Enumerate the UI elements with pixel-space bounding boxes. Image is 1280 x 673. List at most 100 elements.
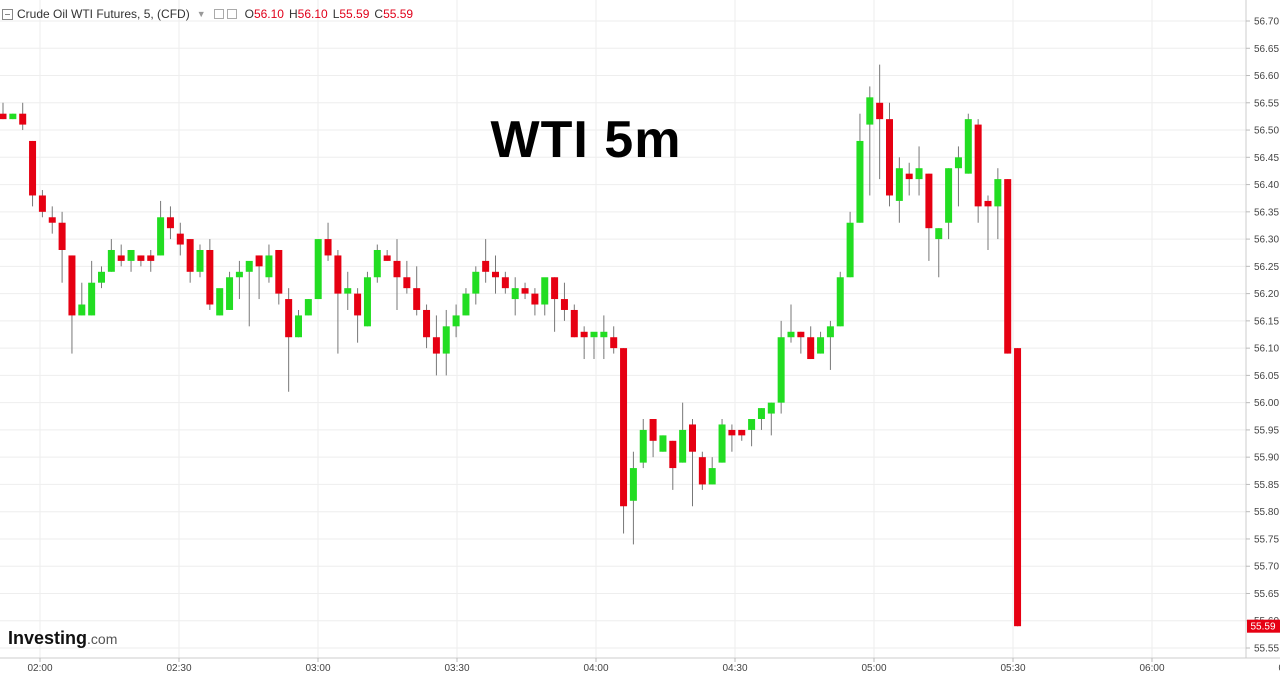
candle-body-up — [127, 249, 135, 261]
eye-icon[interactable] — [226, 9, 237, 19]
y-tick-label: 56.60 — [1254, 71, 1279, 82]
candle-body-up — [590, 331, 598, 338]
y-tick-label: 56.30 — [1254, 235, 1279, 246]
candle-body-up — [954, 157, 962, 169]
y-tick-label: 56.70 — [1254, 17, 1279, 28]
candle-body-down — [620, 348, 628, 507]
candle-body-up — [856, 140, 864, 223]
low-value: 55.59 — [339, 7, 370, 21]
candle-body-up — [708, 468, 716, 485]
candle-body-up — [777, 337, 785, 403]
candle-body-down — [186, 239, 194, 272]
x-tick-label: 02:00 — [27, 663, 52, 673]
candle-body-up — [157, 217, 165, 256]
candle-body-down — [738, 429, 746, 436]
candle-body-up — [757, 408, 765, 420]
candle-body-up — [304, 299, 312, 316]
candle-body-up — [629, 468, 637, 501]
x-tick-label: 04:30 — [722, 663, 747, 673]
candle-body-down — [610, 337, 618, 349]
y-tick-label: 56.15 — [1254, 316, 1279, 327]
candle-body-down — [354, 293, 362, 316]
candle-body-down — [876, 102, 884, 120]
candle-body-down — [570, 309, 578, 338]
candle-body-up — [994, 179, 1002, 207]
logo-suffix: .com — [87, 631, 118, 647]
candle-body-down — [925, 173, 933, 229]
candle-body-up — [836, 277, 844, 327]
candle-body-up — [462, 293, 470, 316]
candle-body-down — [669, 440, 677, 469]
candle-body-down — [974, 124, 982, 207]
candle-body-down — [413, 288, 421, 310]
candle-body-down — [423, 309, 431, 338]
y-tick-label: 56.55 — [1254, 98, 1279, 109]
candle-body-up — [659, 435, 667, 452]
candle-body-down — [29, 140, 37, 196]
candle-body-up — [235, 271, 243, 278]
candle-body-down — [482, 260, 490, 272]
candle-body-down — [58, 222, 66, 250]
candle-body-down — [521, 288, 529, 294]
candle-body-up — [295, 315, 302, 338]
y-tick-label: 55.70 — [1254, 562, 1279, 573]
y-tick-label: 56.35 — [1254, 207, 1279, 218]
candle-body-up — [98, 271, 105, 283]
last-price-badge: 55.59 — [1247, 619, 1280, 633]
chevron-down-icon[interactable]: ▼ — [196, 9, 206, 19]
candle-body-up — [472, 271, 480, 294]
candle-body-down — [403, 277, 411, 289]
x-tick-label: 02:30 — [166, 663, 191, 673]
collapse-legend-icon[interactable] — [2, 8, 13, 20]
symbol-name[interactable]: Crude Oil WTI Futures, 5, (CFD) — [17, 7, 190, 21]
y-tick-label: 56.00 — [1254, 398, 1279, 409]
candle-body-up — [107, 249, 115, 272]
x-tick-label: 05:30 — [1000, 663, 1025, 673]
candle-body-down — [492, 271, 499, 278]
candle-body-down — [886, 119, 893, 196]
candle-body-up — [541, 277, 549, 305]
candle-body-up — [265, 255, 273, 278]
candle-body-up — [826, 326, 834, 338]
y-tick-label: 56.45 — [1254, 153, 1279, 164]
symbol-legend[interactable]: Crude Oil WTI Futures, 5, (CFD) ▼ O 56.10… — [2, 6, 413, 22]
candle-body-up — [78, 304, 86, 316]
candle-body-down — [383, 255, 391, 261]
candle-body-down — [905, 173, 913, 180]
open-value: 56.10 — [253, 7, 284, 21]
candle-body-up — [600, 331, 608, 338]
close-label: C — [374, 7, 384, 21]
candle-body-up — [363, 277, 371, 327]
settings-icon[interactable] — [213, 9, 224, 19]
candle-body-down — [432, 337, 440, 354]
y-tick-label: 56.50 — [1254, 126, 1279, 137]
candle-body-down — [501, 277, 509, 289]
y-tick-label: 55.90 — [1254, 453, 1279, 464]
candle-body-up — [787, 331, 795, 338]
x-tick-label: 03:00 — [305, 663, 330, 673]
y-tick-label: 55.85 — [1254, 480, 1279, 491]
low-label: L — [332, 7, 340, 21]
chart-grid — [0, 0, 1246, 658]
candles — [0, 64, 1022, 627]
candle-body-down — [48, 217, 56, 223]
candle-body-up — [945, 168, 953, 223]
candle-body-down — [560, 299, 568, 310]
time-axis[interactable]: 02:00 02:30 03:00 03:30 04:00 04:30 05:00 05:30… — [27, 658, 1280, 673]
candle-body-down — [1004, 179, 1012, 354]
y-tick-label: 56.20 — [1254, 289, 1279, 300]
y-tick-label: 56.05 — [1254, 371, 1279, 382]
price-axis[interactable]: 56.70 56.65 56.60 56.55 56.50 56.45 56.40 56.35… — [1246, 17, 1279, 655]
close-value: 55.59 — [383, 7, 414, 21]
logo-brand: Investing — [8, 628, 88, 648]
candle-body-down — [275, 249, 283, 294]
x-tick-label: 03:30 — [444, 663, 469, 673]
candle-body-down — [68, 255, 76, 316]
candle-body-up — [216, 288, 224, 316]
candle-body-up — [915, 168, 923, 180]
y-tick-label: 55.55 — [1254, 644, 1279, 655]
candle-body-up — [964, 119, 972, 174]
y-tick-label: 56.25 — [1254, 262, 1279, 273]
candle-body-up — [226, 277, 234, 310]
